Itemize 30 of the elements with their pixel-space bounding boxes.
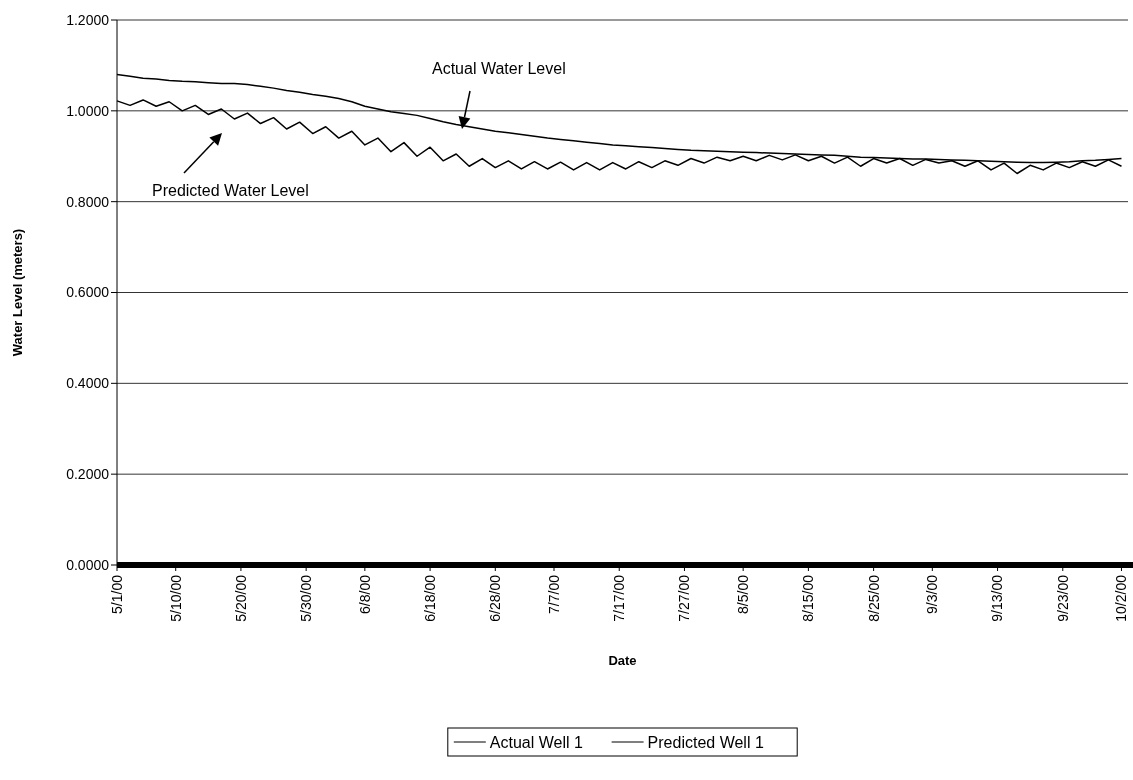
x-tick-label: 6/28/00 — [487, 574, 504, 622]
x-tick-label: 5/1/00 — [108, 574, 125, 614]
y-tick-label: 0.2000 — [66, 466, 110, 483]
x-tick-label: 5/10/00 — [167, 574, 184, 622]
x-tick-label: 7/27/00 — [676, 574, 693, 622]
annotation: Predicted Water Level — [152, 182, 309, 199]
y-tick-label: 0.4000 — [66, 375, 110, 392]
x-tick-label: 8/5/00 — [735, 574, 752, 614]
y-axis-title: Water Level (meters) — [10, 228, 25, 357]
x-tick-label: 7/7/00 — [545, 574, 562, 614]
annotation: Actual Water Level — [432, 60, 566, 77]
x-tick-label: 9/13/00 — [989, 574, 1006, 622]
x-tick-label: 6/8/00 — [356, 574, 373, 614]
x-tick-label: 7/17/00 — [611, 574, 628, 622]
legend-label: Actual Well 1 — [489, 733, 583, 751]
y-tick-label: 0.0000 — [66, 556, 110, 573]
x-tick-label: 8/25/00 — [865, 574, 882, 622]
legend-label: Predicted Well 1 — [647, 733, 764, 751]
x-tick-label: 10/2/00 — [1113, 574, 1130, 622]
y-tick-label: 1.0000 — [66, 102, 110, 119]
y-tick-label: 1.2000 — [66, 11, 110, 28]
x-tick-label: 9/3/00 — [924, 574, 941, 614]
x-tick-label: 9/23/00 — [1054, 574, 1071, 622]
x-tick-label: 6/18/00 — [421, 574, 438, 622]
x-axis-title: Date — [608, 653, 637, 668]
x-tick-label: 5/20/00 — [232, 574, 249, 622]
y-tick-label: 0.8000 — [66, 193, 110, 210]
y-tick-label: 0.6000 — [66, 284, 110, 301]
x-tick-label: 8/15/00 — [800, 574, 817, 622]
x-tick-label: 5/30/00 — [298, 574, 315, 622]
